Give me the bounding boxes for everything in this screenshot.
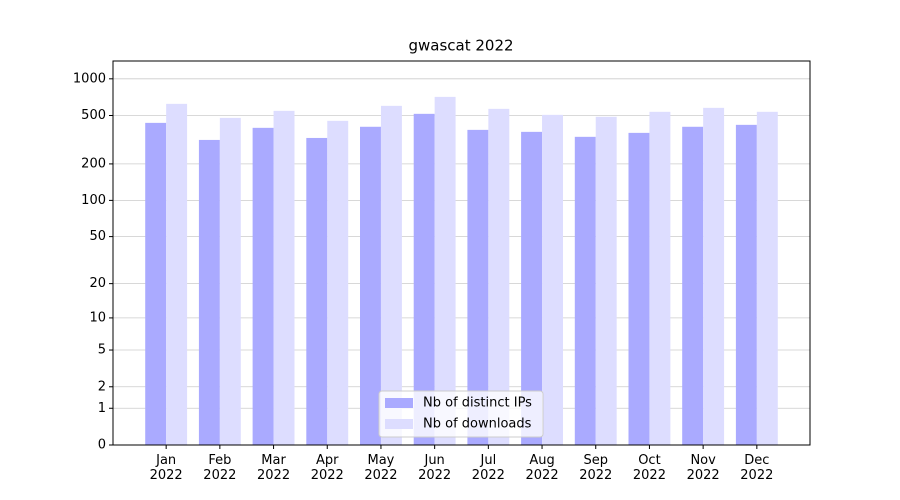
y-tick-label: 20 (89, 276, 106, 291)
legend-label: Nb of downloads (423, 417, 532, 432)
y-tick-label: 2 (98, 379, 106, 394)
bar (166, 103, 188, 445)
y-tick-label: 1000 (73, 71, 106, 86)
x-tick-label: Jul 2022 (471, 453, 505, 483)
bar (327, 120, 349, 445)
x-tick-label: Apr 2022 (310, 453, 344, 483)
y-tick-label: 10 (89, 310, 106, 325)
bar (413, 113, 435, 445)
legend: Nb of distinct IPs Nb of downloads (378, 390, 544, 438)
y-tick-label: 1 (98, 401, 106, 416)
x-tick-label: Nov 2022 (686, 453, 720, 483)
x-tick-label: Jan 2022 (149, 453, 183, 483)
y-tick-label: 50 (89, 229, 106, 244)
x-tick-label: Dec 2022 (740, 453, 774, 483)
bar (521, 131, 543, 445)
bar (252, 127, 274, 445)
y-tick-label: 100 (81, 193, 106, 208)
bar (306, 137, 328, 445)
bar (488, 108, 510, 446)
bar (542, 114, 563, 446)
bar (273, 110, 295, 446)
y-tick-label: 200 (81, 156, 106, 171)
bar (756, 111, 778, 445)
x-tick-label: May 2022 (364, 453, 398, 483)
bar (574, 136, 596, 446)
legend-swatch (385, 419, 413, 429)
legend-swatch (385, 398, 413, 408)
y-tick-label: 5 (98, 343, 106, 358)
y-tick-label: 500 (81, 108, 106, 123)
legend-box (378, 390, 544, 438)
bar (198, 139, 220, 446)
bar (360, 126, 381, 445)
x-tick-label: Feb 2022 (203, 453, 237, 483)
bar (434, 96, 456, 446)
bar (467, 129, 489, 445)
x-tick-label: Sep 2022 (579, 453, 613, 483)
y-tick-label: 0 (98, 438, 106, 453)
bar (380, 105, 402, 445)
x-tick-label: Mar 2022 (257, 453, 291, 483)
bar (649, 111, 671, 445)
chart-title: gwascat 2022 (408, 37, 513, 55)
plot-frame (112, 60, 811, 446)
bar (595, 116, 617, 446)
bar (145, 122, 167, 445)
x-tick-label: Jun 2022 (418, 453, 452, 483)
bar (703, 107, 725, 445)
legend-label: Nb of distinct IPs (423, 396, 532, 411)
bar (628, 132, 650, 445)
bar (219, 117, 241, 445)
bar (682, 126, 704, 445)
bar (735, 124, 757, 445)
x-tick-label: Oct 2022 (632, 453, 666, 483)
x-tick-label: Aug 2022 (525, 453, 559, 483)
